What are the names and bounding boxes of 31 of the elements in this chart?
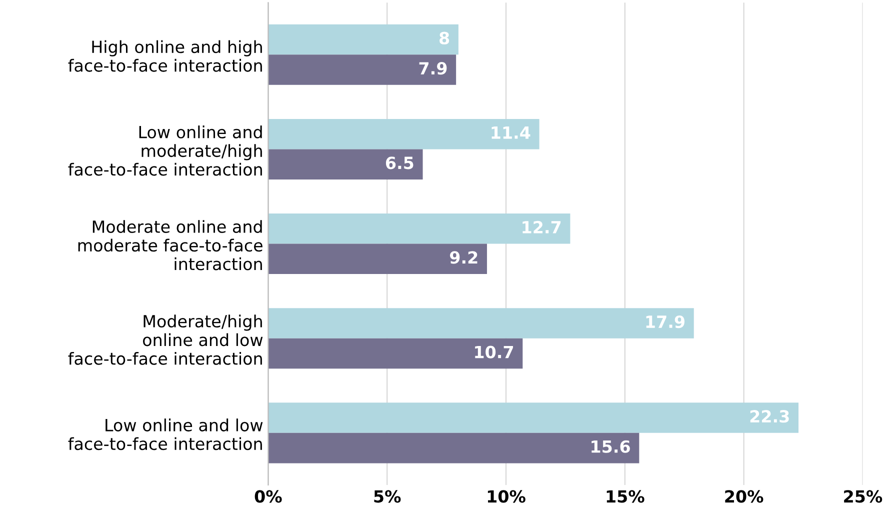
bar <box>268 244 487 274</box>
x-tick-label: 15% <box>606 490 644 503</box>
data-label: 10.7 <box>475 346 513 358</box>
bar <box>268 118 540 150</box>
bar <box>268 24 458 55</box>
bar <box>268 432 640 464</box>
data-label: 8 <box>440 32 450 44</box>
x-tick-label: 25% <box>844 490 882 503</box>
data-label: 22.3 <box>750 410 789 423</box>
bar <box>268 54 456 85</box>
x-tick-label: 0% <box>254 490 282 503</box>
data-label: 11.4 <box>492 126 530 139</box>
data-label: 9.2 <box>450 251 478 264</box>
y-tick-label: Moderate online and moderate face-to-face interaction <box>78 220 262 270</box>
x-tick-label: 10% <box>488 490 526 503</box>
y-tick-label: Moderate/high online and low face-to-face interaction <box>68 314 263 365</box>
x-tick-label: 5% <box>374 490 401 503</box>
bar <box>268 308 694 338</box>
x-tick-label: 20% <box>725 490 764 503</box>
data-label: 7.9 <box>419 62 447 75</box>
data-label: 17.9 <box>646 315 684 328</box>
bar <box>268 402 799 433</box>
bar <box>268 338 523 369</box>
data-label: 6.5 <box>386 156 414 170</box>
bar <box>268 214 570 244</box>
y-tick-label: High online and high face-to-face interaction <box>68 40 262 72</box>
data-label: 15.6 <box>592 440 630 453</box>
y-tick-label: Low online and low face-to-face interaction <box>68 418 263 450</box>
bar <box>268 149 423 180</box>
data-label: 12.7 <box>522 220 561 234</box>
y-tick-label: Low online and moderate/high face-to-face interaction <box>68 126 262 176</box>
